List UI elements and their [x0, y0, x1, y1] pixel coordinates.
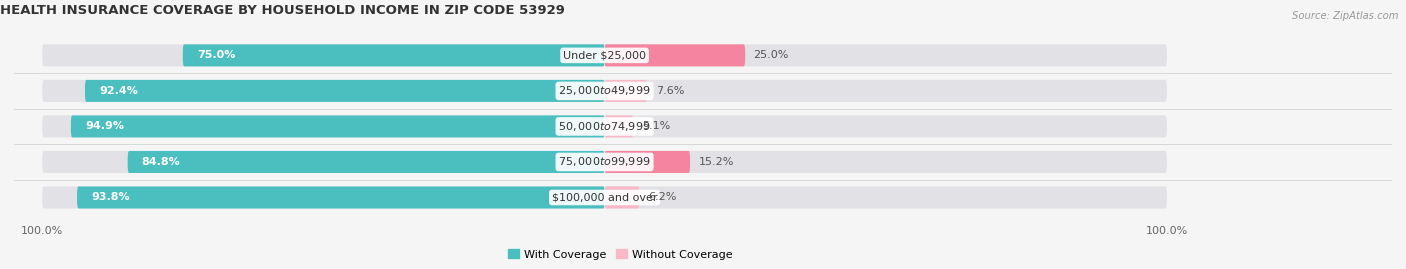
- FancyBboxPatch shape: [605, 115, 633, 137]
- FancyBboxPatch shape: [70, 115, 605, 137]
- Text: 93.8%: 93.8%: [91, 193, 129, 203]
- Text: $50,000 to $74,999: $50,000 to $74,999: [558, 120, 651, 133]
- Text: 5.1%: 5.1%: [641, 121, 669, 132]
- FancyBboxPatch shape: [42, 44, 1167, 66]
- Text: 25.0%: 25.0%: [754, 50, 789, 60]
- FancyBboxPatch shape: [42, 186, 1167, 208]
- FancyBboxPatch shape: [128, 151, 605, 173]
- Legend: With Coverage, Without Coverage: With Coverage, Without Coverage: [503, 245, 737, 264]
- Text: 94.9%: 94.9%: [84, 121, 124, 132]
- FancyBboxPatch shape: [183, 44, 605, 66]
- FancyBboxPatch shape: [605, 151, 690, 173]
- FancyBboxPatch shape: [42, 115, 1167, 137]
- FancyBboxPatch shape: [77, 186, 605, 208]
- FancyBboxPatch shape: [42, 80, 1167, 102]
- Text: Source: ZipAtlas.com: Source: ZipAtlas.com: [1292, 11, 1399, 21]
- Text: 6.2%: 6.2%: [648, 193, 676, 203]
- Text: $25,000 to $49,999: $25,000 to $49,999: [558, 84, 651, 97]
- Text: 7.6%: 7.6%: [655, 86, 685, 96]
- Text: HEALTH INSURANCE COVERAGE BY HOUSEHOLD INCOME IN ZIP CODE 53929: HEALTH INSURANCE COVERAGE BY HOUSEHOLD I…: [0, 4, 565, 17]
- FancyBboxPatch shape: [84, 80, 605, 102]
- Text: Under $25,000: Under $25,000: [562, 50, 647, 60]
- Text: 92.4%: 92.4%: [98, 86, 138, 96]
- FancyBboxPatch shape: [605, 44, 745, 66]
- Text: $75,000 to $99,999: $75,000 to $99,999: [558, 155, 651, 168]
- FancyBboxPatch shape: [605, 80, 647, 102]
- Text: 15.2%: 15.2%: [699, 157, 734, 167]
- Text: 75.0%: 75.0%: [197, 50, 235, 60]
- Text: 84.8%: 84.8%: [142, 157, 180, 167]
- Text: $100,000 and over: $100,000 and over: [551, 193, 658, 203]
- FancyBboxPatch shape: [605, 186, 640, 208]
- FancyBboxPatch shape: [42, 151, 1167, 173]
